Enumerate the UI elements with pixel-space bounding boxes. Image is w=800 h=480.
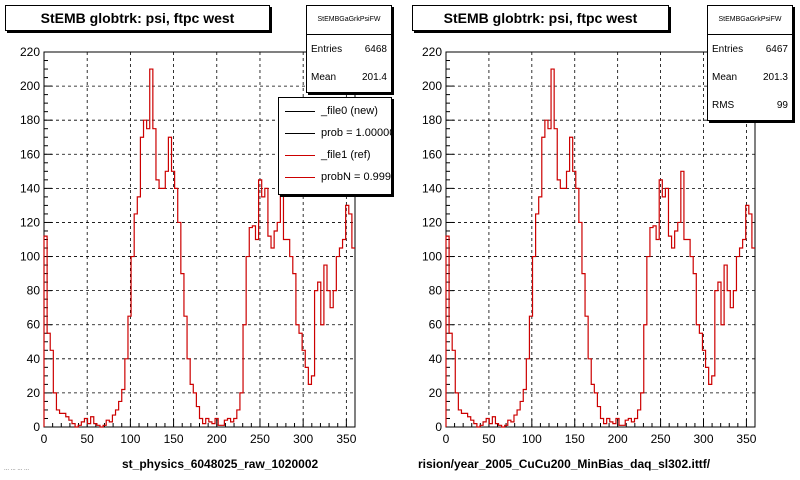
legend-swatch bbox=[285, 132, 315, 134]
y-tick-label: 100 bbox=[422, 250, 442, 264]
x-tick-label: 250 bbox=[651, 432, 671, 446]
x-tick-label: 200 bbox=[608, 432, 628, 446]
y-tick-label: 220 bbox=[422, 45, 442, 59]
y-tick-label: 80 bbox=[27, 284, 41, 298]
legend-swatch bbox=[285, 154, 315, 156]
stats-label: RMS bbox=[712, 99, 735, 111]
panel-1-stats-row-rms: RMS 99 bbox=[708, 91, 792, 119]
x-tick-label: 100 bbox=[522, 432, 542, 446]
y-tick-label: 140 bbox=[422, 181, 442, 195]
panel-1-stats-row-entries: Entries 6467 bbox=[708, 35, 792, 63]
y-tick-label: 60 bbox=[429, 318, 443, 332]
panel-0-title: StEMB globtrk: psi, ftpc west bbox=[5, 5, 270, 31]
y-tick-label: 80 bbox=[429, 284, 443, 298]
panel-1-file-label: rision/year_2005_CuCu200_MinBias_daq_sl3… bbox=[418, 457, 711, 471]
x-tick-label: 0 bbox=[443, 432, 450, 446]
stats-value: 201.4 bbox=[361, 71, 387, 83]
y-tick-label: 60 bbox=[27, 318, 41, 332]
x-tick-label: 350 bbox=[336, 432, 356, 446]
y-tick-label: 100 bbox=[20, 250, 40, 264]
panel-0-file-label: st_physics_6048025_raw_1020002 bbox=[122, 457, 319, 471]
y-tick-label: 180 bbox=[422, 113, 442, 127]
x-tick-label: 300 bbox=[693, 432, 713, 446]
legend-item: _file0 (new) bbox=[279, 100, 391, 122]
panel-1-title-text: StEMB globtrk: psi, ftpc west bbox=[443, 10, 638, 26]
stats-value: 6467 bbox=[765, 43, 788, 55]
panel-0-stats-row-mean: Mean 201.4 bbox=[307, 63, 391, 91]
y-tick-label: 40 bbox=[429, 352, 443, 366]
legend-item: prob = 1.000000 bbox=[279, 122, 391, 144]
legend-label: probN = 0.99997 bbox=[321, 171, 392, 183]
legend-item: probN = 0.99997 bbox=[279, 166, 391, 188]
x-tick-label: 250 bbox=[250, 432, 270, 446]
legend-label: _file1 (ref) bbox=[321, 149, 371, 161]
y-tick-label: 40 bbox=[27, 352, 41, 366]
y-tick-label: 180 bbox=[20, 113, 40, 127]
y-tick-label: 200 bbox=[422, 79, 442, 93]
histogram-series-line bbox=[43, 68, 355, 428]
y-tick-label: 20 bbox=[27, 386, 41, 400]
stats-label: Mean bbox=[712, 71, 738, 83]
legend-swatch bbox=[285, 110, 315, 112]
stats-label: Mean bbox=[311, 71, 337, 83]
y-tick-label: 160 bbox=[422, 147, 442, 161]
y-tick-label: 140 bbox=[20, 181, 40, 195]
x-tick-label: 50 bbox=[81, 432, 95, 446]
x-tick-label: 300 bbox=[293, 432, 313, 446]
stats-value: 99 bbox=[776, 99, 788, 111]
y-tick-label: 160 bbox=[20, 147, 40, 161]
panel-0-stats-box: StEMBGaGrkPsiFW Entries 6468 Mean 201.4 bbox=[306, 5, 392, 93]
y-tick-label: 0 bbox=[435, 420, 442, 434]
y-tick-label: 120 bbox=[422, 215, 442, 229]
panel-0-legend: _file0 (new) prob = 1.000000 _file1 (ref… bbox=[278, 97, 392, 195]
histogram-series-line bbox=[445, 68, 755, 428]
panel-1-stats-box: StEMBGaGrkPsiFW Entries 6467 Mean 201.3 … bbox=[707, 5, 793, 121]
x-tick-label: 100 bbox=[120, 432, 140, 446]
legend-label: _file0 (new) bbox=[321, 105, 378, 117]
legend-item: _file1 (ref) bbox=[279, 144, 391, 166]
x-tick-label: 200 bbox=[207, 432, 227, 446]
legend-swatch bbox=[285, 176, 315, 178]
panel-0-stats-name: StEMBGaGrkPsiFW bbox=[307, 6, 391, 35]
stats-label: Entries bbox=[311, 43, 343, 55]
stats-label: Entries bbox=[712, 43, 744, 55]
panel-1-stats-name: StEMBGaGrkPsiFW bbox=[708, 6, 792, 35]
panel-1-title: StEMB globtrk: psi, ftpc west bbox=[412, 5, 669, 31]
stats-value: 201.3 bbox=[762, 71, 788, 83]
y-tick-label: 120 bbox=[20, 215, 40, 229]
x-tick-label: 150 bbox=[565, 432, 585, 446]
panel-0-stats-row-entries: Entries 6468 bbox=[307, 35, 391, 63]
legend-label: prob = 1.000000 bbox=[321, 127, 391, 139]
x-tick-label: 350 bbox=[736, 432, 756, 446]
y-tick-label: 20 bbox=[429, 386, 443, 400]
footer-note: ... ... ... ... bbox=[4, 466, 30, 472]
y-tick-label: 0 bbox=[33, 420, 40, 434]
panel-0-title-text: StEMB globtrk: psi, ftpc west bbox=[40, 10, 235, 26]
stats-value: 6468 bbox=[364, 43, 387, 55]
x-tick-label: 50 bbox=[482, 432, 496, 446]
x-tick-label: 150 bbox=[164, 432, 184, 446]
y-tick-label: 220 bbox=[20, 45, 40, 59]
y-tick-label: 200 bbox=[20, 79, 40, 93]
panel-1-stats-row-mean: Mean 201.3 bbox=[708, 63, 792, 91]
x-tick-label: 0 bbox=[41, 432, 48, 446]
